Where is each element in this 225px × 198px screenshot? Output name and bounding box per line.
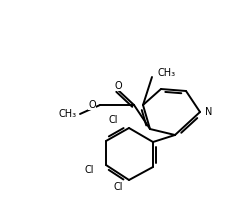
Text: Cl: Cl [113,182,122,192]
Text: O: O [88,100,96,110]
Text: O: O [114,81,121,91]
Text: CH₃: CH₃ [59,109,77,119]
Text: Cl: Cl [84,165,94,175]
Text: N: N [204,107,212,117]
Text: CH₃: CH₃ [157,68,175,78]
Text: Cl: Cl [108,115,117,125]
